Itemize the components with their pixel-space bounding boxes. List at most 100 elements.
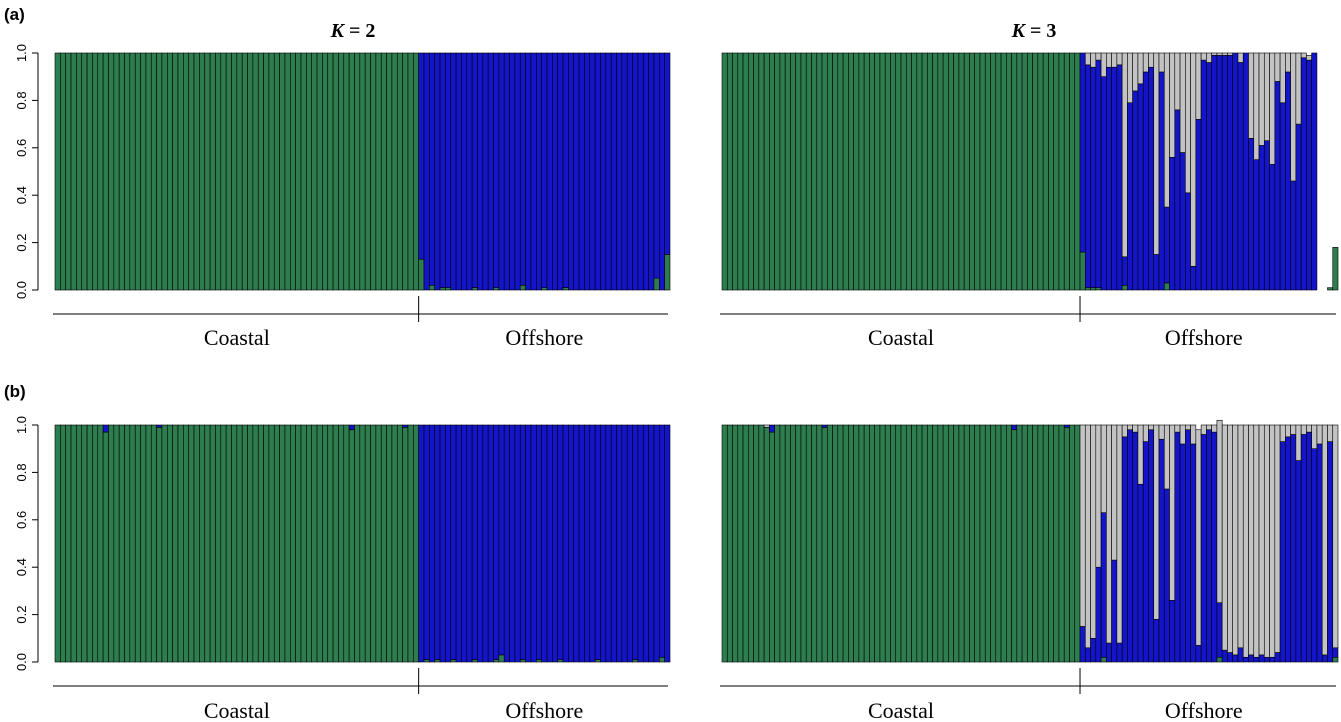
bar-segment-b-k3-ind90-k2 (1190, 443, 1197, 663)
bar-segment-a-k3-ind61-k1 (1037, 52, 1044, 291)
bar-segment-a-k2-ind23-k1 (172, 52, 179, 291)
y-tick-label-b-k2-0: 0.0 (14, 653, 29, 671)
bar-segment-a-k2-ind67-k1 (407, 52, 414, 291)
bar-segment-b-k3-ind85-k2 (1163, 488, 1170, 663)
bar-segment-b-k3-ind79-k3 (1132, 424, 1139, 433)
bar-segment-b-k3-ind105-k2 (1269, 656, 1276, 663)
bar-segment-a-k3-ind95-k3 (1216, 52, 1223, 56)
bar-segment-b-k2-ind30-k1 (209, 424, 216, 663)
bar-segment-a-k2-ind56-k1 (348, 52, 355, 291)
bar-segment-b-k2-ind114-k1 (658, 656, 665, 663)
bar-segment-a-k3-ind62-k1 (1042, 52, 1049, 291)
bar-segment-b-k3-ind90-k3 (1190, 424, 1197, 445)
bar-segment-b-k3-ind98-k3 (1232, 424, 1239, 656)
bar-segment-b-k2-ind78-k2 (466, 424, 473, 663)
bar-segment-b-k2-ind65-k1 (396, 424, 403, 663)
bar-segment-a-k2-ind84-k2 (498, 52, 505, 291)
bar-segment-a-k3-ind95-k2 (1216, 55, 1223, 291)
bar-segment-b-k2-ind95-k2 (557, 424, 564, 660)
bar-segment-a-k3-ind66-k1 (1063, 52, 1070, 291)
y-tick-label-a-k2-0: 0.0 (14, 281, 29, 299)
bar-segment-a-k3-ind32-k1 (884, 52, 891, 291)
bar-segment-a-k2-ind37-k1 (247, 52, 254, 291)
bar-segment-a-k3-ind108-k2 (1285, 71, 1291, 291)
bar-segment-a-k2-ind73-k1 (439, 287, 446, 291)
bar-segment-b-k3-ind111-k2 (1300, 434, 1307, 663)
bar-segment-b-k3-ind26-k1 (853, 424, 860, 663)
bar-segment-a-k3-ind86-k2 (1169, 156, 1176, 291)
bar-segment-b-k3-ind43-k1 (942, 424, 949, 663)
bar-segment-b-k2-ind54-k1 (338, 424, 345, 663)
bar-segment-b-k3-ind103-k3 (1258, 424, 1265, 656)
bar-segment-b-k2-ind82-k2 (487, 424, 494, 663)
bar-segment-a-k2-ind57-k1 (354, 52, 361, 291)
bar-segment-b-k2-ind88-k2 (519, 424, 526, 660)
bar-segment-b-k3-ind17-k1 (805, 424, 812, 663)
bar-segment-a-k2-ind55-k1 (343, 52, 350, 291)
bar-segment-b-k3-ind36-k1 (905, 424, 912, 663)
bar-segment-b-k3-ind87-k3 (1174, 424, 1181, 433)
bar-segment-b-k3-ind35-k1 (900, 424, 907, 663)
bar-segment-b-k3-ind3-k1 (732, 424, 739, 663)
bar-segment-b-k2-ind41-k1 (268, 424, 275, 663)
bar-segment-a-k3-ind89-k3 (1185, 52, 1191, 194)
bar-segment-b-k2-ind115-k2 (664, 424, 671, 663)
y-tick-label-b-k2-3: 0.6 (14, 511, 29, 529)
bar-segment-a-k2-ind33-k1 (225, 52, 232, 291)
group-label-a-k2-offshore: Offshore (505, 325, 583, 350)
bar-segment-b-k3-ind115-k2 (1321, 654, 1328, 663)
bar-segment-a-k2-ind71-k1 (429, 284, 436, 291)
y-tick-label-a-k2-3: 0.6 (14, 139, 29, 157)
bar-segment-b-k2-ind109-k2 (632, 424, 639, 660)
bar-segment-b-k2-ind25-k1 (183, 424, 190, 663)
bar-segment-b-k3-ind22-k1 (832, 424, 839, 663)
bar-segment-b-k2-ind79-k2 (471, 424, 478, 660)
bar-segment-a-k2-ind40-k1 (263, 52, 270, 291)
bar-segment-b-k3-ind72-k3 (1095, 424, 1102, 568)
bar-segment-b-k2-ind76-k2 (455, 424, 462, 663)
bar-segment-b-k2-ind38-k1 (252, 424, 259, 663)
bar-segment-b-k3-ind98-k2 (1232, 654, 1239, 663)
group-label-b-k3-coastal: Coastal (868, 698, 934, 722)
y-tick-label-a-k2-5: 1.0 (14, 44, 29, 62)
bar-segment-a-k2-ind92-k1 (541, 287, 548, 291)
bar-segment-a-k3-ind46-k1 (958, 52, 965, 291)
bar-segment-b-k3-ind81-k2 (1142, 441, 1149, 663)
bar-segment-b-k2-ind93-k2 (546, 424, 553, 663)
bar-segment-b-k3-ind104-k2 (1263, 656, 1270, 663)
bar-segment-b-k3-ind112-k2 (1306, 431, 1312, 663)
bar-segment-b-k2-ind2-k1 (60, 424, 66, 663)
bar-segment-a-k2-ind66-k1 (402, 52, 409, 291)
bar-segment-b-k3-ind102-k3 (1253, 424, 1260, 658)
bar-segment-a-k3-ind16-k1 (800, 52, 807, 291)
bar-segment-a-k3-ind25-k1 (848, 52, 854, 291)
bar-segment-b-k3-ind86-k2 (1169, 600, 1176, 663)
bar-segment-a-k2-ind77-k2 (461, 52, 468, 291)
bar-segment-a-k2-ind112-k2 (648, 52, 655, 291)
bar-segment-b-k3-ind21-k1 (826, 424, 833, 663)
bar-segment-b-k3-ind95-k1 (1216, 656, 1223, 663)
bar-segment-a-k3-ind85-k2 (1163, 206, 1170, 284)
bar-segment-a-k3-ind76-k2 (1116, 64, 1123, 291)
bar-segment-a-k2-ind70-k2 (423, 52, 430, 291)
bar-segment-b-k2-ind84-k1 (498, 654, 505, 663)
bar-segment-b-k3-ind92-k2 (1200, 434, 1207, 663)
bar-segment-a-k3-ind64-k1 (1053, 52, 1060, 291)
bar-segment-a-k2-ind25-k1 (183, 52, 190, 291)
bar-segment-b-k3-ind23-k1 (837, 424, 844, 663)
bar-segment-a-k3-ind99-k2 (1237, 62, 1244, 291)
bar-segment-a-k3-ind109-k3 (1290, 52, 1297, 182)
bar-segment-a-k2-ind110-k2 (637, 52, 644, 291)
bar-segment-a-k2-ind68-k1 (412, 52, 419, 291)
bar-segment-a-k2-ind85-k2 (503, 52, 510, 291)
bar-segment-a-k2-ind48-k1 (306, 52, 313, 291)
bar-segment-a-k2-ind59-k1 (364, 52, 371, 291)
bar-segment-b-k2-ind104-k2 (605, 424, 612, 663)
bar-segment-a-k2-ind89-k2 (525, 52, 532, 291)
bar-segment-a-k3-ind58-k1 (1021, 52, 1028, 291)
bar-segment-b-k3-ind19-k1 (816, 424, 823, 663)
bar-segment-b-k3-ind110-k3 (1295, 424, 1302, 461)
bar-segment-a-k3-ind107-k3 (1279, 52, 1286, 104)
bar-segment-a-k3-ind72-k1 (1095, 287, 1102, 291)
bar-segment-b-k2-ind108-k2 (626, 424, 633, 663)
